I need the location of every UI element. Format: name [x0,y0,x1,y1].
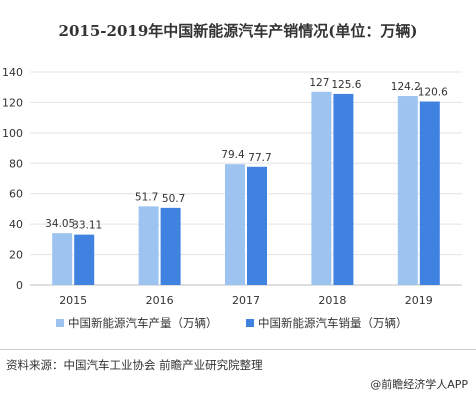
x-tick-label: 2018 [318,294,346,307]
bar-2017-sales [247,166,267,285]
bar-2017-production [225,164,245,285]
chart-title: 2015-2019年中国新能源汽车产销情况(单位：万辆) [58,22,418,40]
y-tick-label: 60 [9,188,23,201]
y-tick-label: 120 [2,96,23,109]
value-label: 124.2 [391,81,421,93]
value-label: 77.7 [248,152,271,164]
x-axis: 2015 2016 2017 2018 2019 [59,294,433,307]
value-label: 51.7 [135,191,158,203]
bar-2019-sales [419,101,440,285]
y-tick-label: 140 [2,66,23,79]
value-label: 34.05 [45,218,75,230]
y-tick-label: 80 [9,157,23,170]
x-tick-label: 2016 [146,294,174,307]
legend: 中国新能源汽车产量（万辆） 中国新能源汽车销量（万辆） [56,316,408,330]
x-tick-label: 2017 [232,294,260,307]
bar-2019-production [397,96,418,285]
y-axis: 0 20 40 60 80 100 120 140 [2,66,23,292]
value-label: 120.6 [418,87,448,99]
legend-label: 中国新能源汽车产量（万辆） [68,316,218,330]
y-tick-label: 40 [9,218,23,231]
legend-swatch [246,319,254,327]
source-note: 资料来源：中国汽车工业协会 前瞻产业研究院整理 [6,358,263,372]
brand-credit: @前瞻经济学人APP [370,378,468,391]
bars [52,91,440,286]
value-label: 127 [309,77,329,89]
bar-2015-sales [74,234,95,285]
legend-label: 中国新能源汽车销量（万辆） [258,316,408,330]
y-tick-label: 20 [9,249,23,262]
bar-2016-sales [160,207,181,285]
y-tick-label: 0 [16,279,23,292]
x-tick-label: 2019 [405,294,433,307]
bar-2015-production [52,233,73,285]
bar-2018-sales [333,93,354,285]
value-label: 33.11 [72,220,102,232]
y-tick-label: 100 [2,127,23,140]
bar-2016-production [138,206,159,285]
value-label: 50.7 [162,193,185,205]
value-label: 79.4 [221,149,245,161]
x-tick-label: 2015 [59,294,87,307]
gridlines [30,71,462,286]
legend-swatch [56,319,64,327]
value-label: 125.6 [331,79,361,91]
bar-2018-production [311,91,332,286]
footer-divider [0,349,476,350]
